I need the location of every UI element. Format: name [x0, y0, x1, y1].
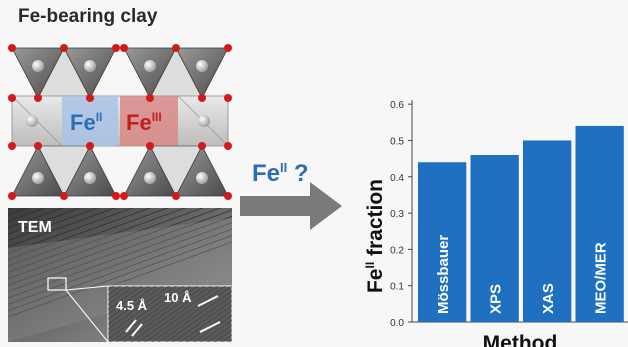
y-tick-label: 0.2	[390, 245, 404, 256]
category-label: Mössbauer	[435, 235, 452, 314]
category-label: XAS	[540, 283, 557, 314]
svg-text:FeII: FeII	[70, 110, 102, 135]
y-tick-label: 0.1	[390, 282, 404, 293]
arrow-shape	[240, 182, 342, 230]
y-tick-label: 0.3	[390, 209, 404, 220]
fe2-superscript: II	[96, 110, 103, 124]
fe3-superscript: III	[152, 110, 162, 124]
y-axis-label-suffix: fraction	[364, 179, 387, 262]
top-tetrahedral-layer	[11, 47, 229, 99]
y-axis-label-main: Fe	[364, 269, 387, 294]
oxygen-atoms	[8, 44, 232, 200]
category-label: MEO/MER	[593, 242, 610, 314]
bar-meo-mer	[575, 125, 624, 322]
category-label: XPS	[488, 284, 505, 314]
arrow-label-superscript: II	[280, 160, 288, 175]
bottom-tetrahedral-layer	[11, 145, 229, 197]
bar-xps	[470, 154, 519, 322]
bars: Mössbauer XPS XAS MEO/MER	[418, 125, 624, 322]
fe2-fraction-bar-chart: 0.0 0.1 0.2 0.3 0.4 0.5 0.6 Mössbauer XPS XAS MEO…	[363, 100, 628, 347]
clay-structure-diagram: FeII FeIII	[8, 44, 232, 200]
y-tick-label: 0.0	[390, 318, 404, 329]
x-axis-label: Method	[483, 332, 558, 347]
tem-spacing-small: 4.5 Å	[116, 298, 148, 313]
svg-text:FeIII: FeIII	[126, 110, 162, 135]
arrow-label: FeII ?	[252, 160, 309, 187]
process-arrow	[240, 182, 342, 230]
tem-label: TEM	[18, 219, 52, 236]
bar-m-ssbauer	[418, 162, 467, 322]
tem-micrograph: TEM 4.5 Å 10 Å	[8, 208, 232, 342]
y-axis-label-sup: II	[363, 262, 377, 269]
fe3-label: Fe	[126, 110, 152, 135]
tem-spacing-large: 10 Å	[164, 290, 192, 305]
fe2-octahedron	[62, 96, 118, 146]
arrow-label-suffix: ?	[287, 160, 309, 187]
y-axis-label: FeII fraction	[363, 179, 387, 293]
bar-xas	[523, 140, 572, 322]
figure-title: Fe-bearing clay	[18, 6, 158, 27]
y-tick-label: 0.5	[390, 136, 404, 147]
y-tick-label: 0.6	[390, 100, 404, 111]
y-tick-label: 0.4	[390, 173, 404, 184]
octahedral-layer: FeII FeIII	[11, 95, 229, 147]
zoom-region-marker	[47, 277, 67, 291]
fe3-octahedron	[120, 96, 178, 146]
fe2-label: Fe	[70, 110, 96, 135]
